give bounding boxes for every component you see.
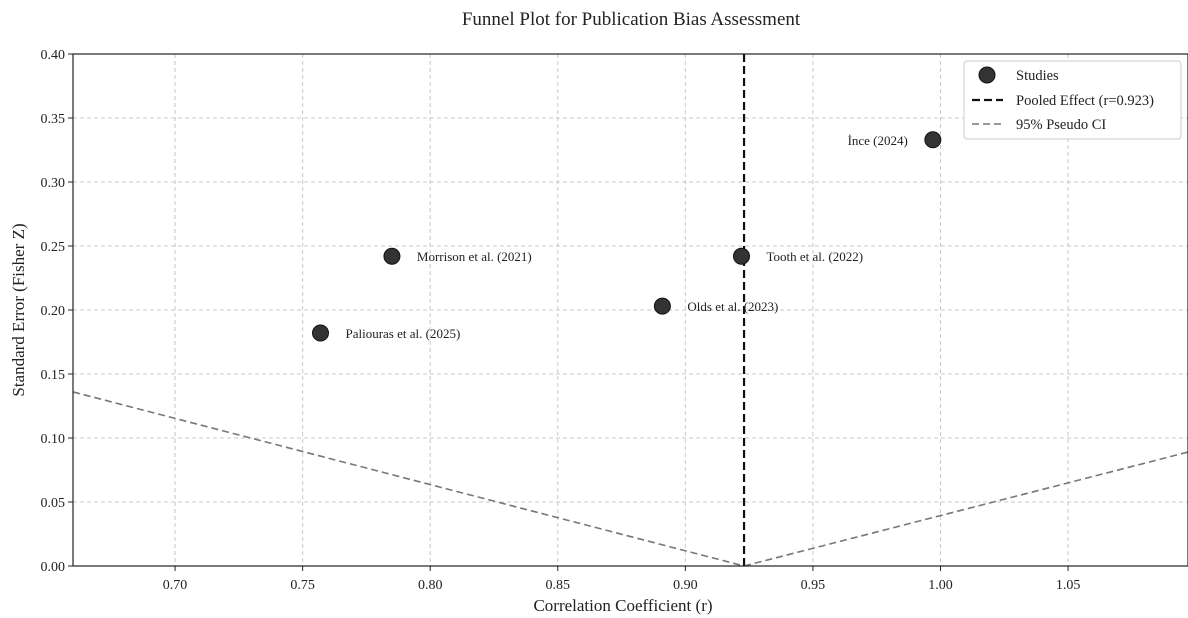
study-points: İnce (2024) Morrison et al. (2021) Tooth e… <box>311 131 942 342</box>
study-point-label: Olds et al. (2023) <box>687 299 778 314</box>
legend: Studies Pooled Effect (r=0.923) 95% Pseudo… <box>963 60 1182 140</box>
y-tick-label: 0.10 <box>41 432 66 447</box>
legend-label: Studies <box>1016 68 1059 84</box>
legend-label: Pooled Effect (r=0.923) <box>1016 93 1154 109</box>
study-point-label: Paliouras et al. (2025) <box>345 326 460 341</box>
legend-marker-studies <box>978 66 996 84</box>
study-point-label: Tooth et al. (2022) <box>766 249 863 264</box>
x-tick-label: 0.95 <box>801 578 826 593</box>
x-tick-label: 0.85 <box>546 578 571 593</box>
x-tick-label: 0.90 <box>673 578 698 593</box>
study-point <box>653 297 671 315</box>
x-tick-label: 0.70 <box>163 578 188 593</box>
y-tick-label: 0.20 <box>41 304 66 319</box>
x-tick-label: 1.05 <box>1056 578 1081 593</box>
pseudo-ci-line-right <box>743 451 1188 567</box>
pseudo-ci-lines <box>72 391 1188 567</box>
study-point <box>732 247 750 265</box>
study-point <box>924 131 942 149</box>
y-tick-label: 0.30 <box>41 176 66 191</box>
grid-lines <box>73 54 1188 566</box>
x-tick-label: 1.00 <box>928 578 953 593</box>
study-point-label: İnce (2024) <box>848 133 908 148</box>
chart-title: Funnel Plot for Publication Bias Assessm… <box>462 9 801 30</box>
y-tick-label: 0.00 <box>41 560 66 575</box>
study-point-label: Morrison et al. (2021) <box>417 249 532 264</box>
x-axis-ticks: 0.70 0.75 0.80 0.85 0.90 0.95 1.00 1.05 <box>163 566 1081 593</box>
x-tick-label: 0.80 <box>418 578 443 593</box>
y-tick-label: 0.40 <box>41 48 66 63</box>
study-point <box>383 247 401 265</box>
y-tick-label: 0.15 <box>41 368 66 383</box>
x-axis-label: Correlation Coefficient (r) <box>533 596 712 615</box>
y-tick-label: 0.35 <box>41 112 66 127</box>
x-tick-label: 0.75 <box>290 578 315 593</box>
y-axis-label: Standard Error (Fisher Z) <box>9 223 28 396</box>
study-point <box>311 324 329 342</box>
pseudo-ci-line-left <box>72 391 745 567</box>
y-axis-ticks: 0.00 0.05 0.10 0.15 0.20 0.25 0.30 0.35 0.40 <box>41 48 73 575</box>
y-tick-label: 0.25 <box>41 240 66 255</box>
y-tick-label: 0.05 <box>41 496 66 511</box>
legend-label: 95% Pseudo CI <box>1016 117 1106 133</box>
legend-box <box>963 60 1182 140</box>
